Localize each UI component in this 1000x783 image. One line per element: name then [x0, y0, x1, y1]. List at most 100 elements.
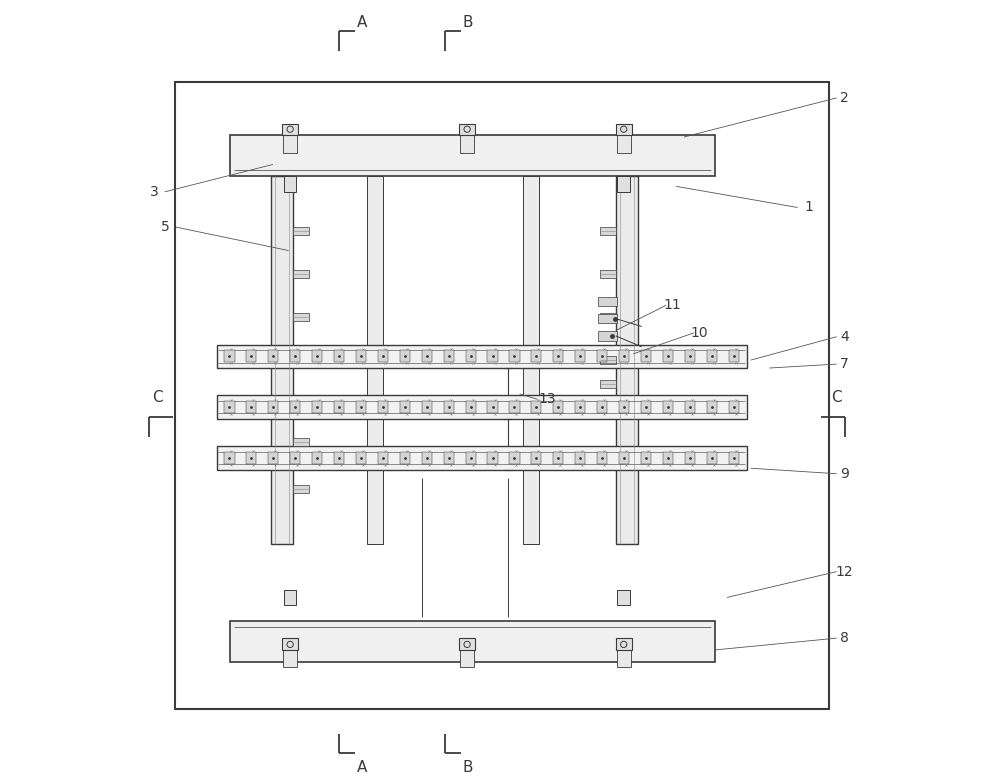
Bar [600, 227, 616, 235]
Bar [400, 401, 410, 413]
Bar [444, 351, 454, 362]
Bar [509, 351, 520, 362]
Bar [334, 351, 344, 362]
Bar [553, 452, 563, 464]
Bar [217, 395, 747, 419]
Bar [444, 452, 454, 464]
Text: 9: 9 [840, 467, 849, 481]
Bar [290, 351, 300, 362]
Bar [523, 176, 539, 544]
Text: 3: 3 [150, 185, 158, 199]
Text: B: B [462, 760, 473, 774]
Bar [293, 485, 309, 493]
Bar [459, 638, 475, 650]
Bar [707, 452, 717, 464]
Bar [597, 452, 607, 464]
Bar [224, 401, 235, 413]
Bar [487, 452, 498, 464]
Bar [616, 124, 632, 135]
Bar [466, 401, 476, 413]
Text: 2: 2 [840, 91, 849, 105]
Bar [617, 650, 631, 667]
Bar [509, 401, 520, 413]
Bar [531, 401, 541, 413]
Bar [460, 650, 474, 667]
Bar [600, 270, 616, 278]
Bar [600, 356, 616, 364]
Bar [230, 621, 715, 662]
Bar [246, 351, 256, 362]
Bar [246, 452, 256, 464]
Bar [575, 452, 585, 464]
Bar [268, 351, 278, 362]
Text: C: C [152, 390, 162, 406]
Bar [553, 401, 563, 413]
Bar [487, 351, 498, 362]
Bar [616, 638, 632, 650]
Bar [284, 590, 296, 605]
Bar [312, 452, 322, 464]
Bar [356, 351, 366, 362]
Bar [707, 401, 717, 413]
Bar [378, 401, 388, 413]
Bar [641, 401, 651, 413]
Bar [444, 401, 454, 413]
Bar [707, 351, 717, 362]
Bar [356, 452, 366, 464]
Bar [685, 452, 695, 464]
Bar [619, 351, 629, 362]
Bar [246, 401, 256, 413]
Bar [598, 297, 617, 306]
Text: C: C [831, 390, 842, 406]
Text: 5: 5 [161, 220, 169, 234]
Bar [466, 452, 476, 464]
Bar [600, 313, 616, 321]
Bar [290, 401, 300, 413]
Bar [378, 351, 388, 362]
Text: A: A [357, 760, 367, 774]
Bar [312, 351, 322, 362]
Text: 1: 1 [805, 200, 814, 215]
Bar [575, 351, 585, 362]
Bar [271, 176, 293, 544]
Bar [268, 401, 278, 413]
Bar [575, 401, 585, 413]
Bar [600, 380, 616, 388]
Bar [466, 351, 476, 362]
Bar [597, 401, 607, 413]
Text: 12: 12 [836, 565, 853, 579]
Bar [334, 401, 344, 413]
Bar [685, 351, 695, 362]
Bar [356, 401, 366, 413]
Bar [282, 638, 298, 650]
Bar [509, 452, 520, 464]
Bar [312, 401, 322, 413]
Bar [293, 313, 309, 321]
Bar [553, 351, 563, 362]
Text: 7: 7 [840, 357, 849, 371]
Bar [729, 351, 739, 362]
Text: A: A [357, 15, 367, 30]
Bar [729, 452, 739, 464]
Bar [663, 452, 673, 464]
Bar [293, 227, 309, 235]
Bar [230, 135, 715, 176]
Bar [217, 345, 747, 368]
Bar [422, 401, 432, 413]
Bar [334, 452, 344, 464]
Bar [459, 124, 475, 135]
Bar [283, 650, 297, 667]
Bar [284, 176, 296, 192]
Bar [617, 590, 630, 605]
Bar [175, 82, 829, 709]
Bar [617, 135, 631, 153]
Bar [597, 351, 607, 362]
Bar [282, 124, 298, 135]
Text: 4: 4 [840, 330, 849, 344]
Bar [617, 176, 630, 192]
Bar [616, 176, 638, 544]
Bar [224, 351, 235, 362]
Bar [217, 446, 747, 470]
Bar [729, 401, 739, 413]
Text: B: B [462, 15, 473, 30]
